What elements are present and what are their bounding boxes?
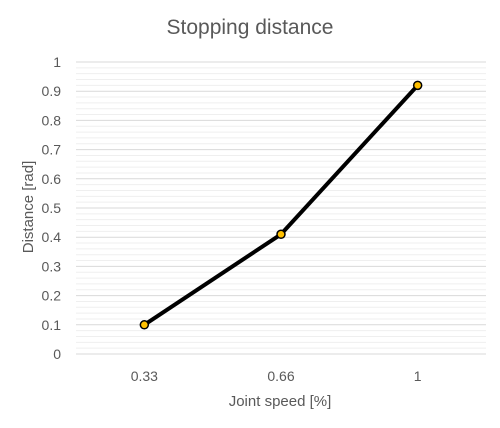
- y-tick-label: 0.6: [42, 171, 62, 187]
- x-axis-label: Joint speed [%]: [229, 393, 332, 410]
- x-tick-label: 0.33: [131, 368, 158, 384]
- y-axis-label: Distance [rad]: [20, 161, 37, 254]
- y-axis-ticks: 0 0.1 0.2 0.3 0.4 0.5 0.6 0.7 0.8 0.9 1: [42, 54, 62, 362]
- data-point: [276, 229, 286, 240]
- y-tick-label: 0.2: [42, 288, 62, 304]
- x-axis-ticks: 0.33 0.66 1: [131, 368, 422, 384]
- y-tick-label: 0.4: [42, 229, 62, 245]
- y-tick-label: 0.5: [42, 200, 62, 216]
- x-tick-label: 0.66: [267, 368, 294, 384]
- series-layer: [139, 80, 423, 330]
- y-tick-label: 0.1: [42, 317, 62, 333]
- y-tick-label: 0.7: [42, 142, 62, 158]
- data-point: [412, 80, 423, 91]
- y-tick-label: 0.3: [42, 258, 62, 274]
- data-point: [139, 320, 150, 330]
- chart-title: Stopping distance: [167, 16, 334, 39]
- y-tick-label: 0.9: [42, 83, 62, 99]
- y-tick-label: 0.8: [42, 112, 62, 128]
- grid-layer: [76, 61, 486, 355]
- x-tick-label: 1: [414, 368, 422, 384]
- y-tick-label: 0: [53, 346, 61, 362]
- series-line: [142, 83, 420, 327]
- y-tick-label: 1: [53, 54, 61, 70]
